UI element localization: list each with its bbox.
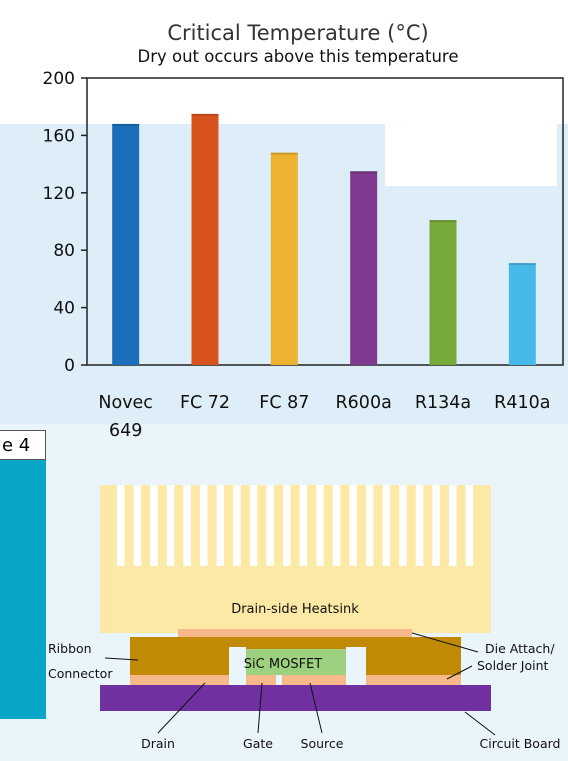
solder-pad-gate (246, 675, 276, 685)
bar-top-edge (429, 220, 457, 223)
bar-chart: Critical Temperature (°C) Dry out occurs… (43, 21, 564, 440)
y-tick-label: 120 (43, 184, 75, 204)
solder-pad-right (366, 675, 461, 685)
mosfet-cross-section-diagram: Drain-side Heatsink SiC MOSFET Ribbon Co… (48, 485, 561, 751)
heatsink-fin-gap (382, 485, 391, 566)
gate-label: Gate (243, 736, 273, 751)
heatsink-fin-gap (415, 485, 424, 566)
bar-top-edge (350, 171, 378, 174)
heatsink-fin-gap (366, 485, 374, 566)
leader-board (464, 711, 496, 736)
bar-top-edge (508, 263, 536, 266)
heatsink-fin-gap (133, 485, 142, 566)
solder-pad-source (282, 675, 346, 685)
heatsink-fin-gap (299, 485, 308, 566)
bar (508, 263, 536, 365)
bar (191, 113, 219, 365)
heatsink-fin-gap (283, 485, 291, 566)
heatsink-fin-gap (465, 485, 474, 566)
mosfet-label: SiC MOSFET (244, 657, 322, 672)
bar-top-edge (270, 152, 298, 155)
y-tick-label: 160 (43, 126, 75, 146)
plot-area: 0 40 80 120 160 200 Novec 649 FC 72 FC 87 R600a R13… (43, 69, 564, 440)
board-label: Circuit Board (480, 736, 561, 751)
leader-source (309, 682, 323, 734)
y-tick-label: 40 (53, 299, 75, 319)
heatsink-fin-gap (200, 485, 208, 566)
heatsink-fin-gap (249, 485, 258, 566)
bar-top-edge (191, 113, 219, 116)
y-tick-label: 0 (64, 356, 75, 376)
chart-subtitle: Dry out occurs above this temperature (138, 47, 459, 66)
mosfet-die (246, 649, 346, 675)
heatsink-fin-gap (332, 485, 341, 566)
heatsink-fin-gap (349, 485, 357, 566)
heatsink-fin-gap (449, 485, 457, 566)
background-white-patch (385, 124, 557, 186)
x-tick-label: Novec (98, 393, 153, 413)
heatsink-fin-gap (316, 485, 324, 566)
bar (270, 152, 298, 365)
circuit-board (100, 685, 491, 711)
heatsink-fin-gap (183, 485, 191, 566)
plot-frame (86, 77, 564, 366)
bar (429, 220, 457, 365)
y-tick-label: 80 (53, 241, 75, 261)
drain-label: Drain (141, 736, 175, 751)
die-attach-label-line1: Die Attach/ (485, 641, 555, 656)
side-tab-label: e 4 (2, 435, 31, 456)
x-tick-label: FC 87 (259, 393, 309, 413)
ribbon-label-line2: Connector (48, 666, 113, 681)
heatsink-fin-gap (399, 485, 407, 566)
leader-ribbon (104, 657, 139, 661)
x-tick-label: R134a (415, 393, 471, 413)
leader-die-attach-top (411, 632, 479, 653)
x-tick-label: R600a (336, 393, 392, 413)
heatsink-fin-gap (150, 485, 158, 566)
leader-drain (157, 682, 206, 734)
heatsink-fin-gap (432, 485, 440, 566)
y-tick-label: 200 (43, 69, 75, 89)
x-tick-label: 649 (109, 421, 142, 440)
solder-pad-left (130, 675, 229, 685)
x-tick-label: FC 72 (180, 393, 230, 413)
heatsink-fins (117, 485, 474, 566)
heatsink-fin-gap (233, 485, 241, 566)
ribbon-label-line1: Ribbon (48, 641, 92, 656)
bar-top-edge (112, 123, 140, 126)
drain-tab (246, 637, 346, 649)
heatsink-fin-gap (216, 485, 225, 566)
leader-gate (257, 682, 263, 734)
slide-side-bar (0, 444, 46, 719)
die-attach-label-line2: Solder Joint (477, 658, 549, 673)
heatsink-label: Drain-side Heatsink (231, 602, 359, 617)
side-tab: e 4 (0, 430, 46, 460)
top-solder-layer (178, 629, 412, 637)
x-tick-label: R410a (494, 393, 550, 413)
leader-lines (104, 632, 496, 736)
heatsink-fin-gap (117, 485, 125, 566)
heatsink-fin-gap (166, 485, 175, 566)
source-label: Source (301, 736, 344, 751)
heatsink-fin-gap (266, 485, 274, 566)
bar (112, 123, 140, 365)
chart-title: Critical Temperature (°C) (167, 21, 428, 45)
bar (350, 171, 378, 365)
heatsink (100, 485, 491, 633)
leader-die-attach-bottom (446, 665, 473, 680)
